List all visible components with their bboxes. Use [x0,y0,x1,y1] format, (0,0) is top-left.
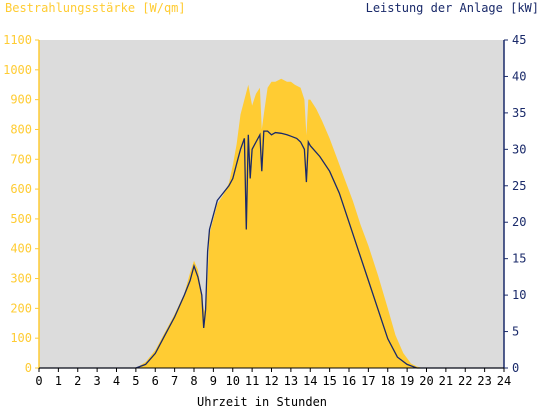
right-tick-label: 25 [512,179,526,193]
x-tick-label: 20 [419,374,433,388]
x-tick-label: 5 [132,374,139,388]
x-tick-label: 4 [113,374,120,388]
right-tick-label: 0 [512,361,519,375]
x-tick-label: 3 [94,374,101,388]
x-tick-label: 10 [226,374,240,388]
x-tick-label: 14 [303,374,317,388]
irradiance-area-layer [39,78,504,369]
x-tick-label: 11 [245,374,259,388]
power-line-series [39,130,504,369]
right-axis-title: Leistung der Anlage [kW] [366,1,539,15]
right-tick-label: 5 [512,325,519,339]
right-tick-label: 40 [512,69,526,83]
x-tick-label: 24 [497,374,511,388]
x-tick-label: 17 [361,374,375,388]
right-tick-label: 15 [512,252,526,266]
x-tick-label: 19 [400,374,414,388]
x-tick-label: 23 [477,374,491,388]
left-tick-label: 800 [10,122,32,136]
x-tick-label: 16 [342,374,356,388]
x-tick-label: 13 [284,374,298,388]
x-tick-label: 9 [210,374,217,388]
x-tick-label: 22 [458,374,472,388]
x-tick-label: 1 [55,374,62,388]
x-axis-title: Uhrzeit in Stunden [197,395,327,408]
left-tick-label: 600 [10,182,32,196]
left-tick-label: 900 [10,93,32,107]
left-tick-label: 400 [10,242,32,256]
left-tick-label: 300 [10,272,32,286]
x-tick-label: 2 [74,374,81,388]
right-tick-label: 45 [512,33,526,47]
x-tick-label: 8 [190,374,197,388]
left-tick-label: 0 [25,361,32,375]
irradiance-area-series [39,78,504,369]
x-tick-label: 18 [381,374,395,388]
right-tick-label: 20 [512,215,526,229]
x-tick-label: 15 [322,374,336,388]
x-tick-label: 6 [152,374,159,388]
axes-layer: 0100200300400500600700800900100011000510… [3,33,526,388]
right-tick-label: 10 [512,288,526,302]
x-tick-label: 0 [35,374,42,388]
left-tick-label: 100 [10,331,32,345]
left-tick-label: 1100 [3,33,32,47]
x-tick-label: 7 [171,374,178,388]
power-line-layer [39,130,504,369]
x-tick-label: 21 [439,374,453,388]
left-axis-title: Bestrahlungsstärke [W/qm] [5,1,186,15]
left-tick-label: 200 [10,301,32,315]
left-tick-label: 700 [10,152,32,166]
left-tick-label: 1000 [3,63,32,77]
right-tick-label: 35 [512,106,526,120]
right-tick-label: 30 [512,142,526,156]
left-tick-label: 500 [10,212,32,226]
x-tick-label: 12 [264,374,278,388]
